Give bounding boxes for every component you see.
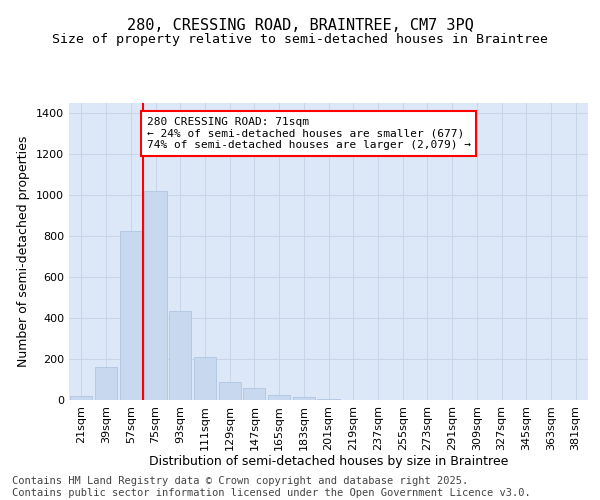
X-axis label: Distribution of semi-detached houses by size in Braintree: Distribution of semi-detached houses by … <box>149 456 508 468</box>
Bar <box>95 367 117 400</box>
Bar <box>70 396 92 400</box>
Text: Size of property relative to semi-detached houses in Braintree: Size of property relative to semi-detach… <box>52 32 548 46</box>
Text: 280, CRESSING ROAD, BRAINTREE, CM7 3PQ: 280, CRESSING ROAD, BRAINTREE, CM7 3PQ <box>127 18 473 32</box>
Bar <box>169 311 191 400</box>
Bar <box>218 382 241 400</box>
Bar <box>268 395 290 400</box>
Bar <box>243 388 265 400</box>
Text: 280 CRESSING ROAD: 71sqm
← 24% of semi-detached houses are smaller (677)
74% of : 280 CRESSING ROAD: 71sqm ← 24% of semi-d… <box>147 117 471 150</box>
Bar <box>194 357 216 400</box>
Y-axis label: Number of semi-detached properties: Number of semi-detached properties <box>17 136 31 367</box>
Bar <box>317 399 340 400</box>
Bar <box>145 190 167 400</box>
Bar <box>119 230 142 400</box>
Text: Contains HM Land Registry data © Crown copyright and database right 2025.
Contai: Contains HM Land Registry data © Crown c… <box>12 476 531 498</box>
Bar <box>293 397 315 400</box>
